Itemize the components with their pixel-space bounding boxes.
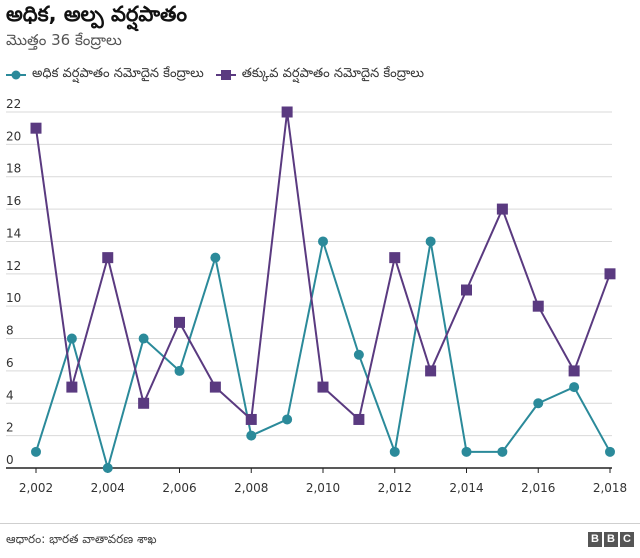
y-tick-label: 18 xyxy=(6,162,21,176)
data-point-low-rainfall xyxy=(604,268,616,280)
y-tick-label: 6 xyxy=(6,356,14,370)
x-tick-label: 2,008 xyxy=(234,481,268,495)
legend-line-circle-icon xyxy=(6,70,26,80)
legend-item-low-rainfall: తక్కువ వర్షపాతం నమోదైన కేంద్రాలు xyxy=(215,66,424,84)
data-point-high-rainfall xyxy=(318,236,328,247)
source-note: ఆధారం: భారత వాతావరణ శాఖ xyxy=(6,532,157,546)
data-point-low-rainfall xyxy=(209,381,221,393)
data-point-high-rainfall xyxy=(138,333,149,344)
data-point-high-rainfall xyxy=(174,365,185,376)
data-point-high-rainfall xyxy=(353,349,364,360)
footer-divider xyxy=(0,523,640,524)
chart-subtitle: మొత్తం 36 కేంద్రాలు xyxy=(6,31,122,49)
y-tick-label: 8 xyxy=(6,324,14,338)
data-point-low-rainfall xyxy=(389,252,401,264)
bbc-logo-letter: C xyxy=(620,532,634,547)
data-point-low-rainfall xyxy=(496,203,508,215)
data-point-low-rainfall xyxy=(245,413,257,425)
data-point-low-rainfall xyxy=(66,381,78,393)
data-point-high-rainfall xyxy=(246,430,257,441)
x-tick-label: 2,004 xyxy=(91,481,125,495)
data-point-high-rainfall xyxy=(605,446,615,457)
x-tick-label: 2,006 xyxy=(162,481,196,495)
data-point-low-rainfall xyxy=(532,300,544,312)
data-point-low-rainfall xyxy=(353,413,365,425)
data-point-high-rainfall xyxy=(31,446,41,457)
x-tick-label: 2,014 xyxy=(449,481,483,495)
chart-legend: అధిక వర్షపాతం నమోదైన కేంద్రాలు తక్కువ వర… xyxy=(6,66,436,84)
x-tick-label: 2,018 xyxy=(593,481,627,495)
series-line-high-rainfall xyxy=(35,240,611,469)
y-tick-label: 16 xyxy=(6,194,21,208)
data-point-high-rainfall xyxy=(66,333,77,344)
data-point-high-rainfall xyxy=(461,446,472,457)
y-tick-label: 10 xyxy=(6,291,21,305)
x-tick-label: 2,002 xyxy=(19,481,53,495)
data-point-high-rainfall xyxy=(533,398,544,409)
legend-label-low-rainfall: తక్కువ వర్షపాతం నమోదైన కేంద్రాలు xyxy=(241,66,424,81)
grid-lines xyxy=(6,111,612,469)
bbc-logo-letter: B xyxy=(604,532,618,547)
data-point-high-rainfall xyxy=(282,414,293,425)
y-axis-ticks: 0 2 4 6 8 10 12 14 16 18 20 22 xyxy=(6,97,21,467)
x-tick-label: 2,010 xyxy=(306,481,340,495)
series-line-low-rainfall xyxy=(35,111,611,421)
x-axis-ticks: 2,002 2,004 2,006 2,008 2,010 2,012 2,014 2,016… xyxy=(19,468,627,495)
data-point-high-rainfall xyxy=(497,446,508,457)
y-tick-label: 0 xyxy=(6,453,14,467)
series-lines xyxy=(35,111,611,469)
data-point-high-rainfall xyxy=(389,446,400,457)
y-tick-label: 14 xyxy=(6,226,21,240)
y-tick-label: 20 xyxy=(6,129,21,143)
data-point-high-rainfall xyxy=(425,236,436,247)
data-point-high-rainfall xyxy=(102,463,113,473)
data-point-high-rainfall xyxy=(210,252,221,263)
y-tick-label: 22 xyxy=(6,97,21,111)
series-markers xyxy=(30,106,616,473)
y-tick-label: 12 xyxy=(6,259,21,273)
line-chart: 0 2 4 6 8 10 12 14 16 18 20 22 2,002 2,004 2,006 2,008… xyxy=(6,97,627,495)
data-point-high-rainfall xyxy=(569,382,580,393)
chart-title: అధిక, అల్ప వర్షపాతం xyxy=(6,2,188,26)
legend-line-square-icon xyxy=(215,70,236,80)
data-point-low-rainfall xyxy=(281,106,293,118)
data-point-low-rainfall xyxy=(30,122,42,134)
legend-item-high-rainfall: అధిక వర్షపాతం నమోదైన కేంద్రాలు xyxy=(6,66,204,84)
data-point-low-rainfall xyxy=(102,252,114,264)
data-point-low-rainfall xyxy=(425,365,437,377)
data-point-low-rainfall xyxy=(174,316,185,328)
x-tick-label: 2,012 xyxy=(378,481,412,495)
data-point-low-rainfall xyxy=(317,381,329,393)
data-point-low-rainfall xyxy=(461,284,472,296)
bbc-logo: B B C xyxy=(588,532,634,547)
x-tick-label: 2,016 xyxy=(521,481,555,495)
y-tick-label: 4 xyxy=(6,388,14,402)
y-tick-label: 2 xyxy=(6,421,14,435)
bbc-logo-letter: B xyxy=(588,532,602,547)
data-point-low-rainfall xyxy=(568,365,580,377)
legend-label-high-rainfall: అధిక వర్షపాతం నమోదైన కేంద్రాలు xyxy=(32,66,204,81)
data-point-low-rainfall xyxy=(138,397,150,409)
